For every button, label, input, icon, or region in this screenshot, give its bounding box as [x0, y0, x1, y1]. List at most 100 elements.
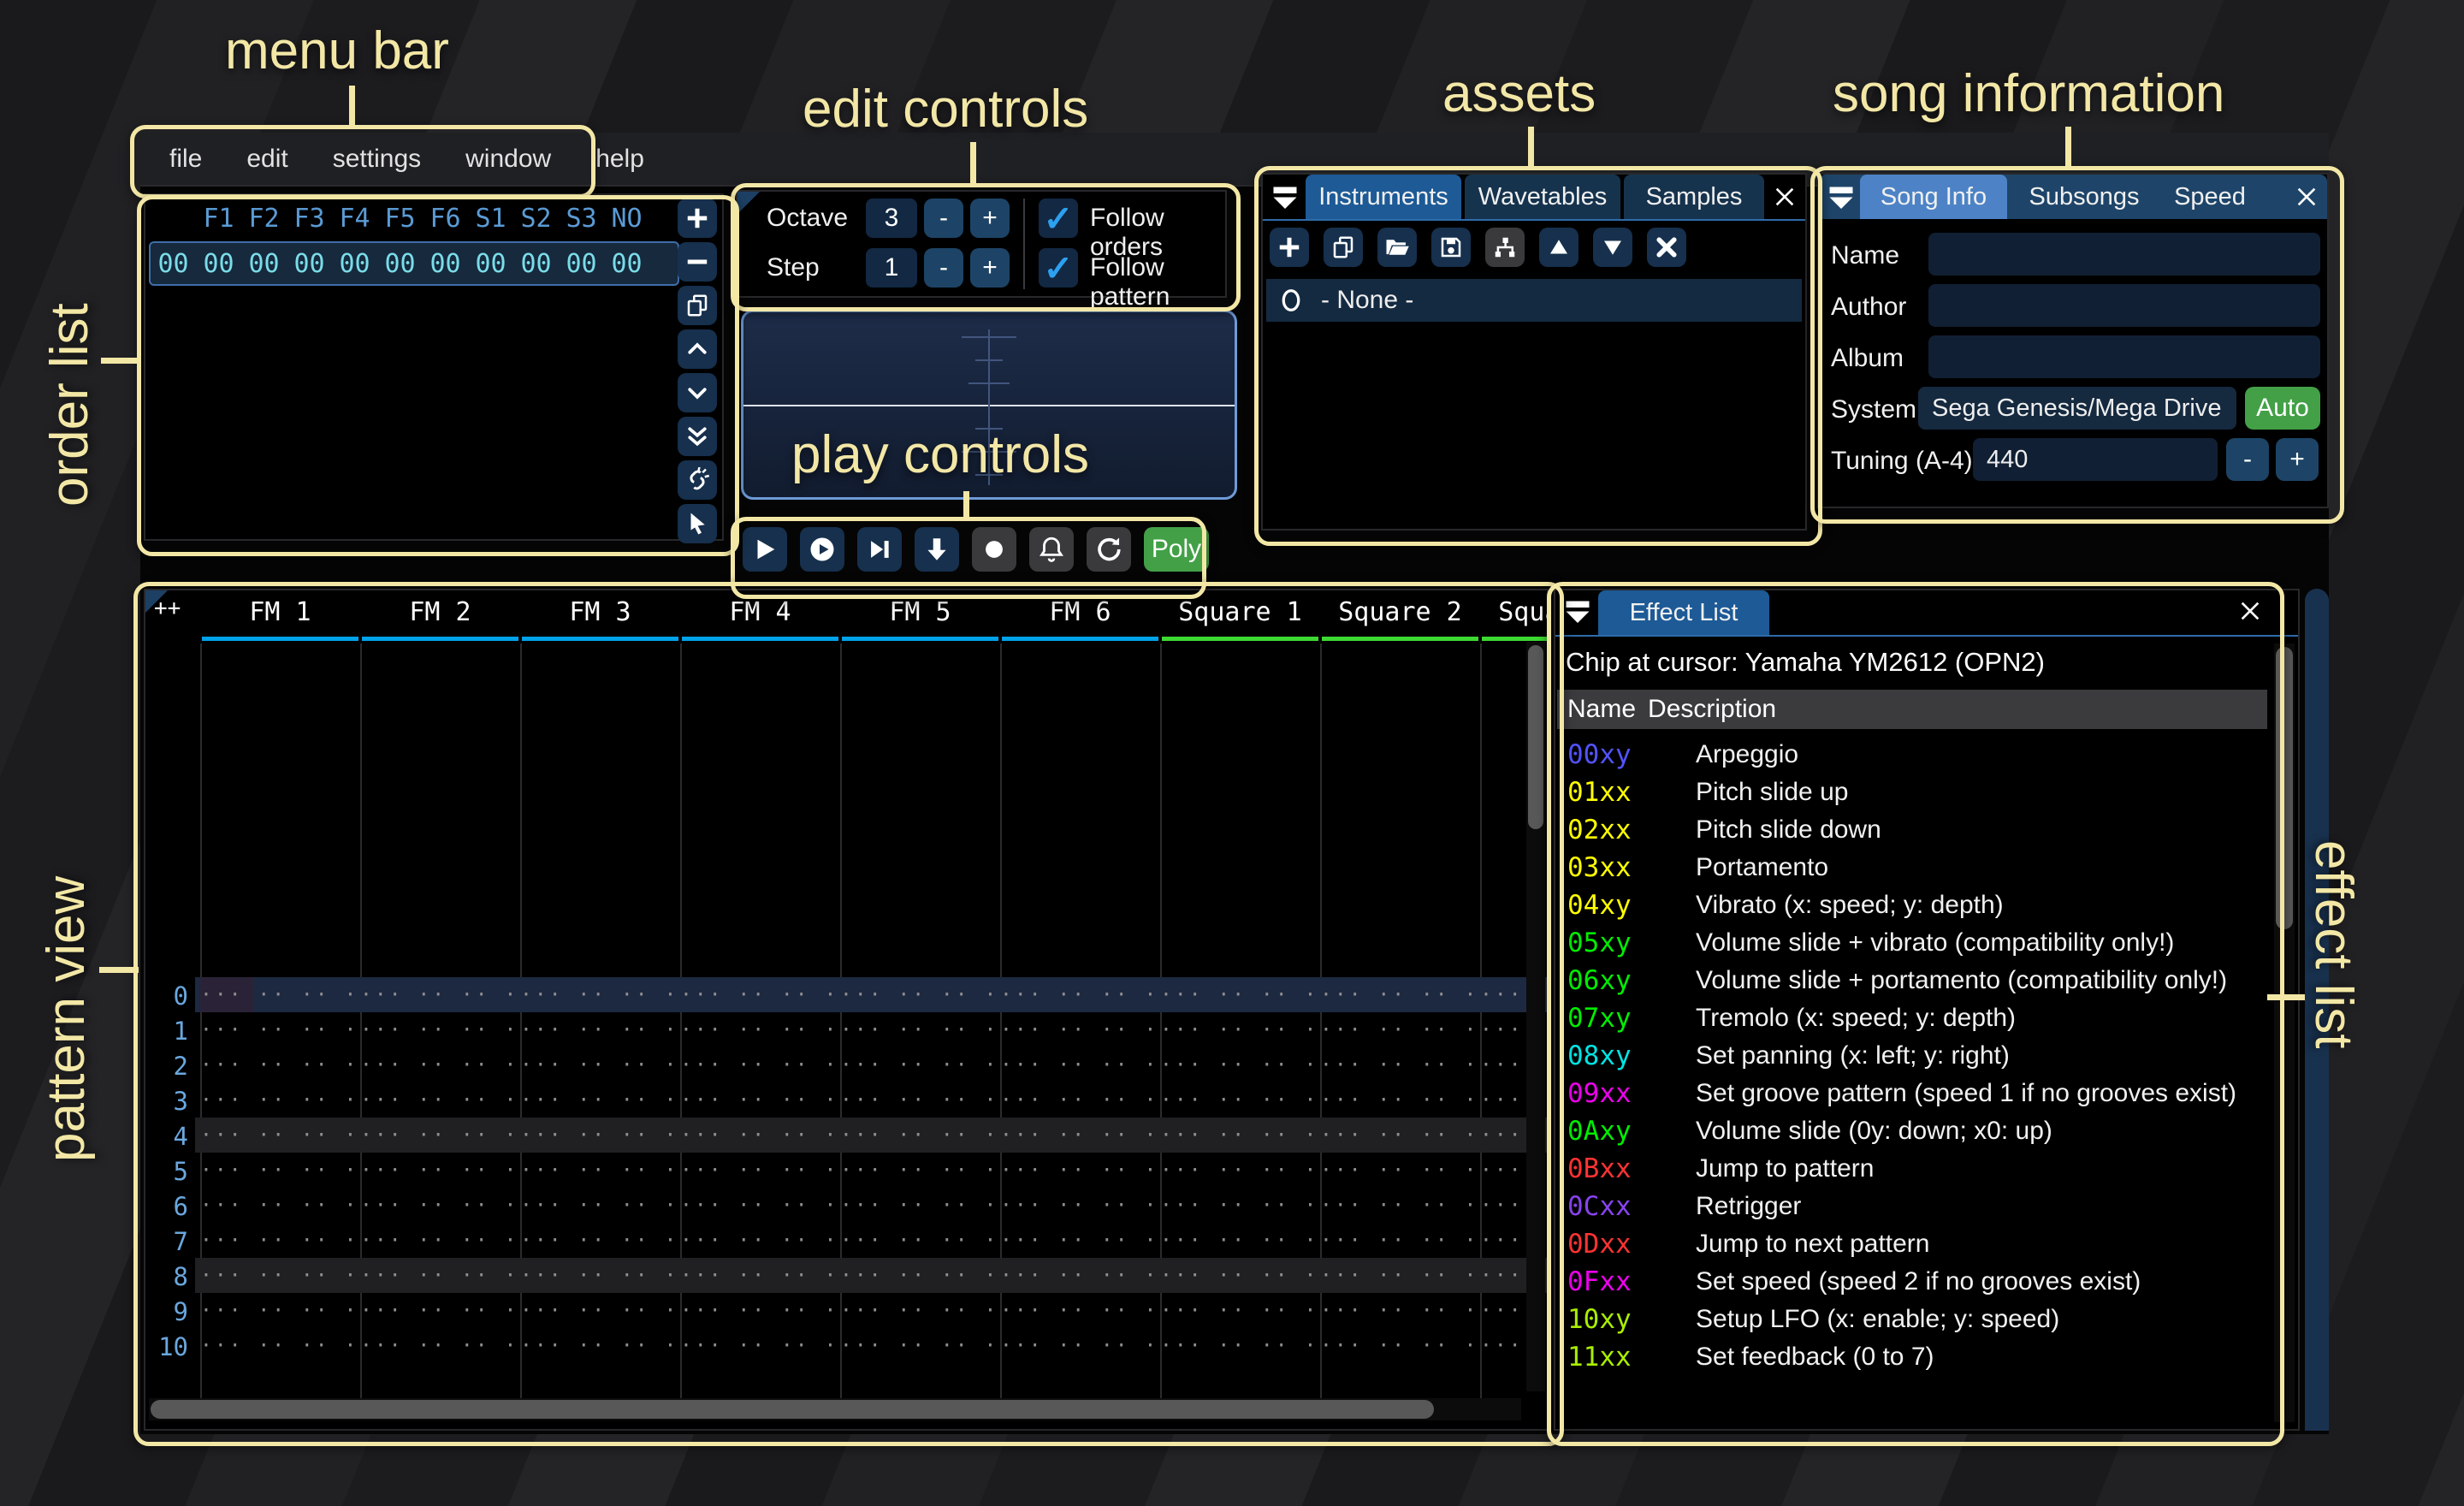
tab-wavetables[interactable]: Wavetables [1465, 175, 1620, 219]
pattern-cell-empty[interactable]: ··· ·· ·· ···· [200, 1265, 360, 1287]
octave-decrease-button[interactable]: - [924, 199, 963, 238]
tab-samples[interactable]: Samples [1624, 175, 1764, 219]
pattern-row-3[interactable]: 3 ··· ·· ·· · ··· ·· · · · ·· · ·· ·· · · ·· ·· ·… [145, 1082, 1547, 1118]
pattern-cell-empty[interactable]: ··· ·· ·· ···· [360, 1230, 520, 1252]
pattern-cell-empty[interactable]: ··· ·· ·· ···· [1160, 1195, 1320, 1217]
pattern-cell-empty[interactable]: ··· ·· ·· ···· [680, 1300, 840, 1322]
asset-list-item-none[interactable]: - None - [1266, 279, 1802, 322]
effect-row-10xy[interactable]: 10xy Setup LFO (x: enable; y: speed) [1557, 1301, 2267, 1338]
pattern-cell-empty[interactable]: ··· ·· ·· ···· [520, 1335, 680, 1357]
tab-effect-list[interactable]: Effect List [1598, 590, 1769, 635]
close-icon[interactable] [2293, 183, 2320, 210]
pattern-cell-empty[interactable]: ··· ·· ·· ···· [360, 1265, 520, 1287]
pattern-row-10[interactable]: 10 ··· ·· ·· · ··· ·· · · · ·· · ·· ·· · · ·· ·· … [145, 1328, 1547, 1363]
pattern-cell-empty[interactable]: ··· ·· ·· ···· [680, 1195, 840, 1217]
pattern-cell-empty[interactable]: ··· ·· ·· ···· [200, 1195, 360, 1217]
pattern-cell-empty[interactable]: ··· ·· ·· ···· [1320, 984, 1480, 1006]
pattern-cell-empty[interactable]: ··· ·· ·· ···· [520, 1195, 680, 1217]
pattern-cell-empty[interactable]: ··· ·· ·· ···· [680, 1265, 840, 1287]
channel-header-fm-3[interactable]: FM 3 [569, 597, 631, 627]
pattern-cell-empty[interactable]: ··· ·· ·· ···· [1320, 1300, 1480, 1322]
step-value[interactable]: 1 [866, 248, 917, 288]
pattern-cell-empty[interactable]: ··· ·· ·· ···· [520, 1054, 680, 1076]
order-edit-mode-button[interactable] [678, 504, 717, 543]
pattern-cell-empty[interactable]: ··· ·· ·· ···· [680, 1335, 840, 1357]
pattern-row-9[interactable]: 9 ··· ·· ·· · ··· ·· · · · ·· · ·· ·· · · ·· ·· ·… [145, 1293, 1547, 1328]
pattern-row-5[interactable]: 5 ··· ·· ·· · ··· ·· · · · ·· · ·· ·· · · ·· ·· ·… [145, 1153, 1547, 1188]
pattern-cell-empty[interactable]: ··· ·· ·· ···· [520, 984, 680, 1006]
pattern-cell-empty[interactable]: ··· ·· ·· ···· [1160, 1054, 1320, 1076]
pattern-cell-empty[interactable]: ··· ·· ·· ···· [520, 1124, 680, 1147]
step-increase-button[interactable]: + [970, 248, 1010, 288]
pattern-cell-empty[interactable]: ··· ·· ·· ···· [1000, 1300, 1160, 1322]
effect-row-03xx[interactable]: 03xx Portamento [1557, 849, 2267, 886]
pattern-cell-empty[interactable]: ··· ·· ·· ···· [680, 1159, 840, 1182]
menu-item-file[interactable]: file [169, 144, 203, 173]
pattern-cell-empty[interactable]: ··· ·· ·· ···· [520, 1300, 680, 1322]
pattern-cell-empty[interactable]: ··· ·· ·· ···· [520, 1159, 680, 1182]
order-row-selected[interactable]: 00 00 00 00 00 00 00 00 00 00 00 [149, 241, 679, 286]
pattern-cell-empty[interactable]: ··· ·· ·· ···· [1000, 1230, 1160, 1252]
pattern-cell-empty[interactable]: ··· ·· ·· ···· [1160, 1265, 1320, 1287]
effect-row-11xx[interactable]: 11xx Set feedback (0 to 7) [1557, 1338, 2267, 1376]
pattern-cell-empty[interactable]: ··· ·· ·· ···· [840, 1195, 1000, 1217]
pattern-row-6[interactable]: 6 ··· ·· ·· · ··· ·· · · · ·· · ·· ·· · · ·· ·· ·… [145, 1188, 1547, 1223]
pattern-row-8[interactable]: 8 ··· ·· ·· · ··· ·· · · · ·· · ·· ·· · · ·· ·· ·… [145, 1258, 1547, 1293]
effect-list-scrollbar[interactable] [2274, 643, 2295, 1422]
pattern-cell-empty[interactable]: ··· ·· ·· ···· [1000, 1054, 1160, 1076]
pattern-horizontal-scrollbar[interactable] [149, 1398, 1521, 1420]
pattern-vertical-scrollbar[interactable] [1526, 642, 1545, 1391]
pattern-cell-empty[interactable]: ··· ·· ·· ···· [840, 984, 1000, 1006]
effect-row-09xx[interactable]: 09xx Set groove pattern (speed 1 if no gr… [1557, 1075, 2267, 1112]
pattern-cell-empty[interactable]: ··· ·· ·· ···· [200, 1124, 360, 1147]
effect-row-0Axy[interactable]: 0Axy Volume slide (0y: down; x0: up) [1557, 1112, 2267, 1150]
order-cell[interactable]: 00 [566, 248, 597, 279]
pattern-cell-empty[interactable]: ··· ·· ·· ···· [360, 1054, 520, 1076]
effect-row-05xy[interactable]: 05xy Volume slide + vibrato (compatibilit… [1557, 924, 2267, 962]
order-cell[interactable]: 00 [611, 248, 643, 279]
pattern-cell-empty[interactable]: ··· ·· ·· ···· [680, 1054, 840, 1076]
pattern-cell-empty[interactable]: ··· ·· ·· ···· [1320, 1230, 1480, 1252]
pattern-cell-empty[interactable]: ··· ·· ·· ···· [1000, 1124, 1160, 1147]
pattern-cell-empty[interactable]: ··· ·· ·· ···· [520, 1265, 680, 1287]
effect-row-02xx[interactable]: 02xx Pitch slide down [1557, 811, 2267, 849]
pattern-cell-empty[interactable]: ··· ·· ·· ···· [1160, 1335, 1320, 1357]
effect-row-07xy[interactable]: 07xy Tremolo (x: speed; y: depth) [1557, 999, 2267, 1037]
follow-orders-checkbox[interactable]: ✓ [1039, 199, 1078, 239]
pattern-cell-empty[interactable]: ··· ·· ·· ···· [360, 1089, 520, 1112]
order-duplicate-button[interactable] [678, 286, 717, 325]
effect-row-0Bxx[interactable]: 0Bxx Jump to pattern [1557, 1150, 2267, 1188]
effect-row-0Fxx[interactable]: 0Fxx Set speed (speed 2 if no grooves exi… [1557, 1263, 2267, 1301]
asset-delete-button[interactable] [1647, 228, 1686, 267]
pattern-cell-empty[interactable]: ··· ·· ·· ···· [200, 1019, 360, 1041]
pattern-cell-empty[interactable]: ··· ·· ·· ···· [1000, 1089, 1160, 1112]
close-icon[interactable] [1771, 183, 1798, 210]
order-cell[interactable]: 00 [339, 248, 370, 279]
system-select[interactable]: Sega Genesis/Mega Drive [1918, 387, 2236, 430]
scrollbar-thumb[interactable] [2276, 647, 2293, 929]
order-add-button[interactable] [678, 199, 717, 238]
pattern-cell-empty[interactable]: ··· ·· ·· ···· [360, 1195, 520, 1217]
tab-song-info[interactable]: Song Info [1860, 175, 2007, 219]
order-move-down-button[interactable] [678, 373, 717, 412]
octave-value[interactable]: 3 [866, 199, 917, 238]
play-button[interactable] [743, 527, 787, 572]
poly-button[interactable]: Poly [1144, 527, 1209, 572]
pattern-cell-empty[interactable]: ··· ·· ·· ···· [680, 1089, 840, 1112]
channel-header-fm-5[interactable]: FM 5 [889, 597, 951, 627]
pattern-cell-empty[interactable]: ··· ·· ·· ···· [840, 1089, 1000, 1112]
pattern-cell-empty[interactable]: ··· ·· ·· ···· [1160, 1300, 1320, 1322]
effect-row-0Cxx[interactable]: 0Cxx Retrigger [1557, 1188, 2267, 1225]
pattern-cell-empty[interactable]: ··· ·· ·· ···· [1160, 984, 1320, 1006]
channel-header-fm-6[interactable]: FM 6 [1049, 597, 1111, 627]
pattern-cell-empty[interactable]: ··· ·· ·· ···· [360, 984, 520, 1006]
pattern-row-1[interactable]: 1 ··· ·· ·· · ··· ·· · · · ·· · ·· ·· · · ·· ·· ·… [145, 1012, 1547, 1047]
pattern-cell-empty[interactable]: ··· ·· ·· ···· [840, 1124, 1000, 1147]
collapse-icon[interactable] [1270, 183, 1300, 214]
pattern-cell-empty[interactable]: ··· ·· ·· ···· [840, 1335, 1000, 1357]
asset-open-button[interactable] [1377, 228, 1417, 267]
play-one-row-button[interactable] [857, 527, 902, 572]
pattern-cell-empty[interactable]: ··· ·· ·· ···· [840, 1019, 1000, 1041]
tuning-value[interactable]: 440 [1973, 438, 2218, 481]
effect-row-0Dxx[interactable]: 0Dxx Jump to next pattern [1557, 1225, 2267, 1263]
